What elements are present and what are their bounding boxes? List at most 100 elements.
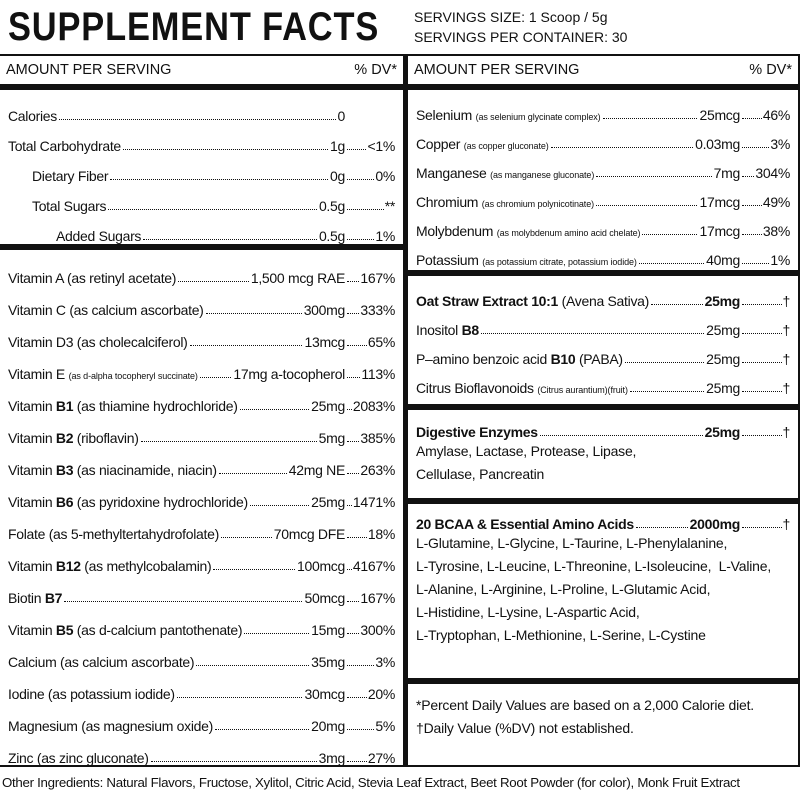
nutrient-row: Vitamin B2 (riboflavin) 5mg 385% — [8, 414, 395, 446]
leader — [347, 473, 360, 474]
label-part: Chromium — [416, 194, 482, 210]
label-part: P–amino benzoic acid — [416, 351, 551, 367]
leader — [347, 729, 375, 730]
dv-cell: 4167% — [345, 558, 395, 574]
text-line: L-Alanine, L-Arginine, L-Proline, L-Glut… — [416, 581, 711, 597]
nutrient-label: Chromium (as chromium polynicotinate) — [416, 194, 594, 210]
daily-value: 1% — [770, 252, 790, 268]
label-part: Total Sugars — [32, 198, 107, 214]
nutrient-row: Vitamin B1 (as thiamine hydrochloride) 25… — [8, 382, 395, 414]
amount: 25mcg — [699, 107, 740, 123]
leader — [347, 179, 375, 180]
label-part: (as d-calcium pantothenate) — [73, 622, 243, 638]
label-part: Iodine (as potassium iodide) — [8, 686, 175, 702]
left-column: AMOUNT PER SERVING% DV* Calories 0 Total Ca… — [0, 56, 408, 766]
nutrient-label: Selenium (as selenium glycinate complex) — [416, 107, 601, 123]
section: Calories 0 Total Carbohydrate 1g <1% Dietary … — [0, 90, 403, 250]
column-heading: AMOUNT PER SERVING % DV* — [408, 56, 798, 90]
leader — [244, 633, 310, 634]
label-part: B10 — [550, 351, 576, 367]
amount: 42mg NE — [288, 462, 346, 478]
label-part: Inositol — [416, 322, 462, 338]
label-part: B2 — [55, 430, 74, 446]
nutrient-label: Vitamin B1 (as thiamine hydrochloride) — [8, 398, 238, 414]
leader — [742, 333, 782, 334]
leader — [742, 147, 770, 148]
nutrient-label: Iodine (as potassium iodide) — [8, 686, 175, 702]
leader — [347, 149, 367, 150]
label-part: (as molybdenum amino acid chelate) — [496, 228, 641, 238]
label-part: Folate (as 5-methyltertahydrofolate) — [8, 526, 219, 542]
amount-heading: AMOUNT PER SERVING — [6, 62, 172, 78]
leader — [629, 391, 705, 392]
nutrient-row: Oat Straw Extract 10:1 (Avena Sativa) 25m… — [416, 280, 790, 309]
label-part: B5 — [55, 622, 74, 638]
label-part: Selenium — [416, 107, 476, 123]
dv-cell: 2083% — [345, 398, 395, 414]
nutrient-row: Inositol B8 25mg † — [416, 309, 790, 338]
leader — [110, 179, 329, 180]
text-line: †Daily Value (%DV) not established. — [416, 720, 634, 736]
leader — [150, 761, 317, 762]
label-part: Vitamin — [8, 558, 56, 574]
section: Oat Straw Extract 10:1 (Avena Sativa) 25m… — [408, 276, 798, 410]
label-part: Vitamin C (as calcium ascorbate) — [8, 302, 204, 318]
text-line: Amylase, Lactase, Protease, Lipase, — [416, 443, 637, 459]
text-line: Cellulase, Pancreatin — [416, 466, 545, 482]
nutrient-row: Vitamin B3 (as niacinamide, niacin) 42mg … — [8, 446, 395, 478]
label-part: Vitamin — [8, 622, 56, 638]
leader — [742, 362, 782, 363]
nutrient-label: Vitamin B12 (as methylcobalamin) — [8, 558, 212, 574]
leader — [480, 333, 705, 334]
leader — [176, 697, 303, 698]
leader — [596, 205, 698, 206]
leader — [742, 234, 762, 235]
nutrient-label: Magnesium (as magnesium oxide) — [8, 718, 213, 734]
amount: 25mg — [706, 380, 740, 396]
leader — [347, 601, 360, 602]
nutrient-row: Added Sugars 0.5g 1% — [8, 214, 395, 244]
label-part: (Avena Sativa) — [558, 293, 650, 309]
leader — [347, 281, 360, 282]
label-part: Molybdenum — [416, 223, 497, 239]
label-part: Vitamin — [8, 398, 56, 414]
text-line: L-Glutamine, L-Glycine, L-Taurine, L-Phe… — [416, 535, 728, 551]
amount: 0.5g — [318, 228, 345, 244]
amount: 70mcg DFE — [273, 526, 346, 542]
label-part: Digestive Enzymes — [416, 424, 538, 440]
leader — [638, 263, 705, 264]
serving-line: SERVINGS SIZE: 1 Scoop / 5g — [414, 9, 608, 25]
leader — [742, 118, 762, 119]
dv-cell: 20% — [345, 686, 395, 702]
dv-cell: 27% — [345, 750, 395, 766]
amount-heading: AMOUNT PER SERVING — [414, 62, 580, 78]
amount: 25mg — [311, 494, 345, 510]
nutrient-label: Folate (as 5-methyltertahydrofolate) — [8, 526, 219, 542]
column-heading: AMOUNT PER SERVING % DV* — [0, 56, 403, 90]
leader — [347, 665, 375, 666]
nutrient-row: Citrus Bioflavonoids (Citrus aurantium)(… — [416, 367, 790, 396]
nutrient-label: Vitamin B5 (as d-calcium pantothenate) — [8, 622, 243, 638]
label-part: (as d-alpha tocopheryl succinate) — [68, 371, 198, 381]
dv-heading: % DV* — [749, 62, 792, 78]
dv-cell: 1471% — [345, 494, 395, 510]
dv-cell: † — [740, 424, 790, 440]
nutrient-row: Folate (as 5-methyltertahydrofolate) 70mc… — [8, 510, 395, 542]
dv-cell: † — [740, 351, 790, 367]
amount: 100mcg — [296, 558, 345, 574]
dv-cell: † — [740, 516, 790, 532]
nutrient-label: Vitamin E (as d-alpha tocopheryl succina… — [8, 366, 198, 382]
amount: 1g — [330, 138, 345, 154]
nutrient-label: Vitamin D3 (as cholecalciferol) — [8, 334, 188, 350]
nutrient-row: Vitamin C (as calcium ascorbate) 300mg 333… — [8, 286, 395, 318]
dv-cell: 385% — [345, 430, 395, 446]
text-line: L-Tryptophan, L-Methionine, L-Serine, L-… — [416, 627, 706, 643]
label-part: (as selenium glycinate complex) — [475, 112, 601, 122]
daily-value: 263% — [360, 462, 395, 478]
amount: 17mg a-tocopherol — [233, 366, 345, 382]
nutrient-label: Vitamin A (as retinyl acetate) — [8, 270, 176, 286]
leader — [651, 304, 703, 305]
leader — [347, 209, 384, 210]
amount: 0.5g — [318, 198, 345, 214]
dv-cell: 263% — [345, 462, 395, 478]
